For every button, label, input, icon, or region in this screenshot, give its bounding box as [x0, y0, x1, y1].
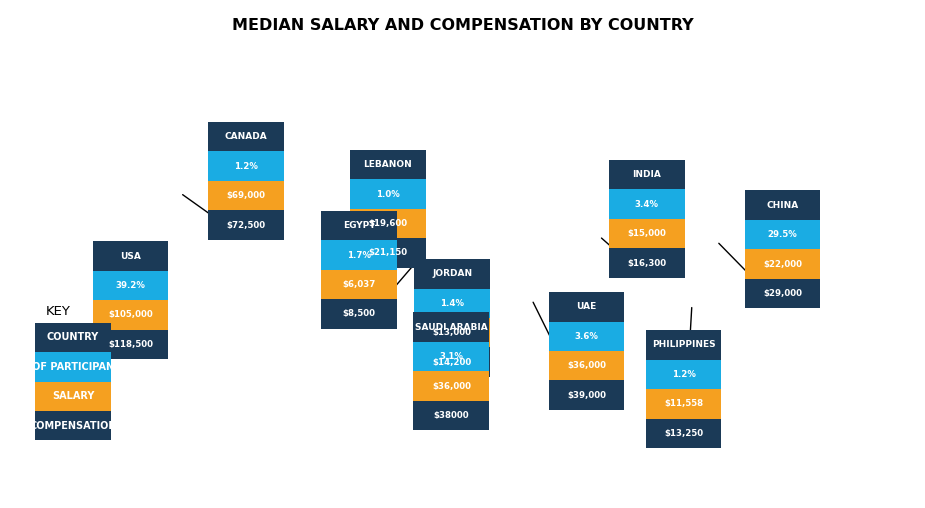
Text: 1.2%: 1.2%: [672, 370, 696, 379]
Text: PHILIPPINES: PHILIPPINES: [652, 340, 715, 350]
Text: $72,500: $72,500: [227, 220, 265, 230]
Text: $8,500: $8,500: [342, 309, 376, 319]
Text: $22,000: $22,000: [763, 260, 802, 269]
Text: % OF PARTICIPANTS: % OF PARTICIPANTS: [18, 362, 128, 372]
Text: USA: USA: [120, 251, 141, 261]
Text: CHINA: CHINA: [767, 201, 798, 210]
Text: $19,600: $19,600: [368, 219, 407, 228]
Text: $11,558: $11,558: [664, 399, 703, 408]
Text: 1.0%: 1.0%: [376, 189, 400, 199]
Text: $14,200: $14,200: [433, 358, 472, 367]
Text: $21,150: $21,150: [368, 248, 407, 258]
Text: $29,000: $29,000: [763, 289, 802, 298]
Text: 29.5%: 29.5%: [768, 230, 797, 239]
Text: MEDIAN SALARY AND COMPENSATION BY COUNTRY: MEDIAN SALARY AND COMPENSATION BY COUNTR…: [231, 18, 694, 33]
Text: $36,000: $36,000: [432, 382, 471, 391]
Text: 3.6%: 3.6%: [574, 332, 598, 341]
Text: 1.7%: 1.7%: [347, 250, 371, 260]
Text: $118,500: $118,500: [108, 340, 153, 349]
Text: EGYPT: EGYPT: [342, 221, 376, 230]
Text: 3.1%: 3.1%: [439, 352, 463, 361]
Text: UAE: UAE: [576, 302, 597, 311]
Text: 3.4%: 3.4%: [635, 200, 659, 209]
Text: SAUDI ARABIA: SAUDI ARABIA: [415, 323, 487, 332]
Text: 1.2%: 1.2%: [234, 162, 258, 171]
Text: $15,000: $15,000: [627, 229, 666, 238]
Text: $16,300: $16,300: [627, 259, 666, 268]
Text: 1.4%: 1.4%: [440, 299, 464, 308]
Text: $36,000: $36,000: [567, 361, 606, 370]
Text: 39.2%: 39.2%: [116, 281, 145, 290]
Text: INDIA: INDIA: [632, 170, 661, 179]
Text: CANADA: CANADA: [225, 132, 267, 141]
Text: KEY: KEY: [45, 305, 70, 318]
Text: COMPENSATION: COMPENSATION: [30, 421, 117, 431]
Text: LEBANON: LEBANON: [364, 160, 412, 169]
Text: COUNTRY: COUNTRY: [47, 332, 99, 342]
Text: $38000: $38000: [434, 411, 469, 420]
Text: $69,000: $69,000: [227, 191, 265, 200]
Text: $6,037: $6,037: [342, 280, 376, 289]
Text: $39,000: $39,000: [567, 391, 606, 400]
Text: $13,250: $13,250: [664, 429, 703, 438]
Text: $105,000: $105,000: [108, 310, 153, 320]
Text: $13,000: $13,000: [433, 328, 472, 337]
Text: SALARY: SALARY: [52, 391, 94, 401]
Text: JORDAN: JORDAN: [432, 269, 473, 278]
